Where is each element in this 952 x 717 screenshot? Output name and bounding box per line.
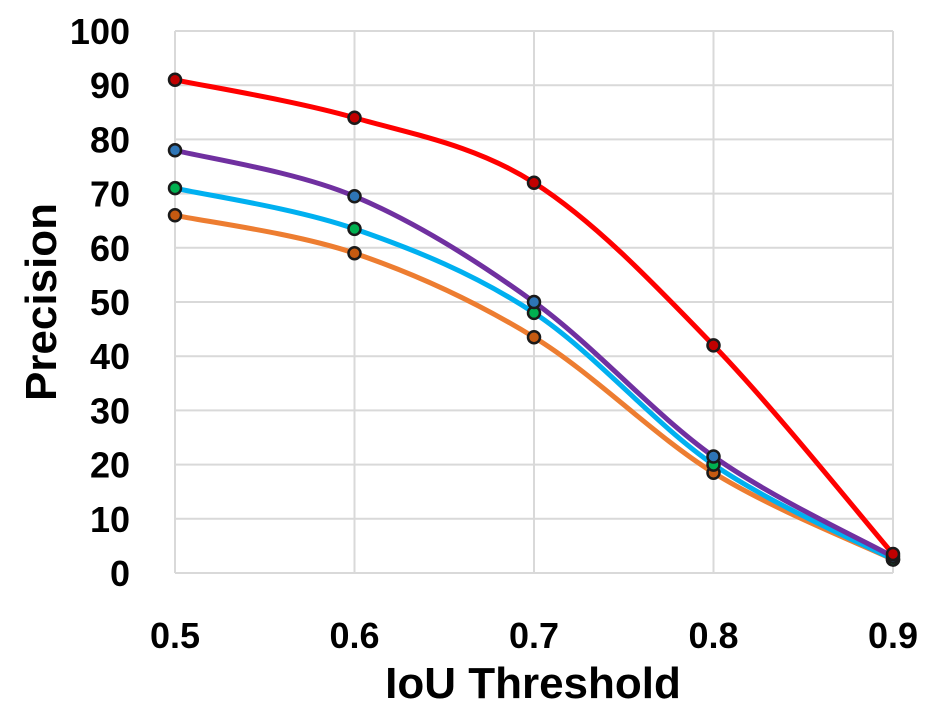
series-red-point	[347, 110, 362, 125]
y-tick-label: 80	[90, 119, 130, 160]
series-purple-point	[706, 449, 721, 464]
series-red-point	[706, 338, 721, 353]
series-cyan-point	[167, 180, 183, 196]
x-tick-label: 0.8	[688, 615, 738, 656]
y-tick-label: 20	[90, 445, 130, 486]
y-tick-label: 30	[90, 390, 130, 431]
y-tick-label: 50	[90, 282, 130, 323]
x-tick-label: 0.9	[868, 615, 918, 656]
data-points	[167, 72, 901, 567]
y-tick-label: 60	[90, 228, 130, 269]
series-red-point	[167, 72, 183, 88]
y-tick-label: 40	[90, 336, 130, 377]
series-purple-point	[526, 294, 542, 310]
y-tick-label: 10	[90, 499, 130, 540]
tick-labels: 0 10 20 30 40 50 60 70 80 90 100 0.5 0.6 0.7 0.8 0.9	[70, 11, 918, 656]
y-tick-label: 90	[90, 65, 130, 106]
series-red-point	[526, 175, 542, 191]
x-axis-title: IoU Threshold	[385, 659, 681, 708]
series-red-line	[172, 77, 896, 557]
x-tick-label: 0.5	[150, 615, 200, 656]
y-tick-label: 0	[110, 553, 130, 594]
x-tick-label: 0.7	[509, 615, 559, 656]
y-tick-label: 100	[70, 11, 130, 52]
y-axis-title: Precision	[17, 203, 66, 401]
series-red-point	[885, 546, 901, 562]
series-cyan-point	[347, 221, 362, 237]
series-orange-point	[167, 208, 183, 223]
y-tick-label: 70	[90, 174, 130, 215]
series-purple-point	[347, 189, 362, 204]
series-orange-point	[347, 245, 362, 261]
series-orange-point	[526, 329, 542, 345]
x-tick-label: 0.6	[329, 615, 379, 656]
series-purple-point	[167, 142, 183, 158]
